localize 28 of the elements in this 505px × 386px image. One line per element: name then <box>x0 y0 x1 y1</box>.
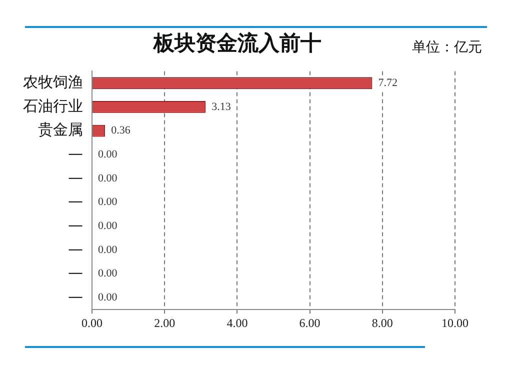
data-label: 3.13 <box>212 100 232 113</box>
x-tick-label: 0.00 <box>82 316 102 330</box>
y-tick-label: 贵金属 <box>38 120 83 139</box>
y-tick-label: — <box>68 144 83 163</box>
x-tick-label: 4.00 <box>226 316 248 330</box>
data-label: 0.00 <box>98 244 118 256</box>
y-tick-label: 农牧饲渔 <box>23 73 83 92</box>
x-tick-label: 6.00 <box>299 316 320 330</box>
y-tick-label: — <box>68 240 83 258</box>
data-label: 0.00 <box>98 268 118 280</box>
x-tick-label: 2.00 <box>154 316 176 330</box>
data-label: 0.00 <box>98 196 118 208</box>
y-tick-label: — <box>68 264 83 282</box>
text: 单位：亿元 <box>412 40 482 56</box>
data-label: 0.00 <box>98 292 118 304</box>
y-tick-label: — <box>68 288 83 306</box>
data-label: 7.72 <box>378 77 398 90</box>
y-tick-label: 石油行业 <box>23 96 83 115</box>
data-label: 0.36 <box>111 124 131 137</box>
y-tick-label: — <box>68 216 83 234</box>
data-label: 0.00 <box>98 172 118 184</box>
y-tick-label: — <box>68 168 83 186</box>
data-label: 0.00 <box>98 220 118 232</box>
x-tick-label: 10.00 <box>442 316 468 330</box>
chart-title: 板块资金流入前十 <box>152 31 322 56</box>
data-label: 0.00 <box>98 148 118 161</box>
y-tick-label: — <box>68 192 83 210</box>
x-tick-label: 8.00 <box>372 316 393 330</box>
